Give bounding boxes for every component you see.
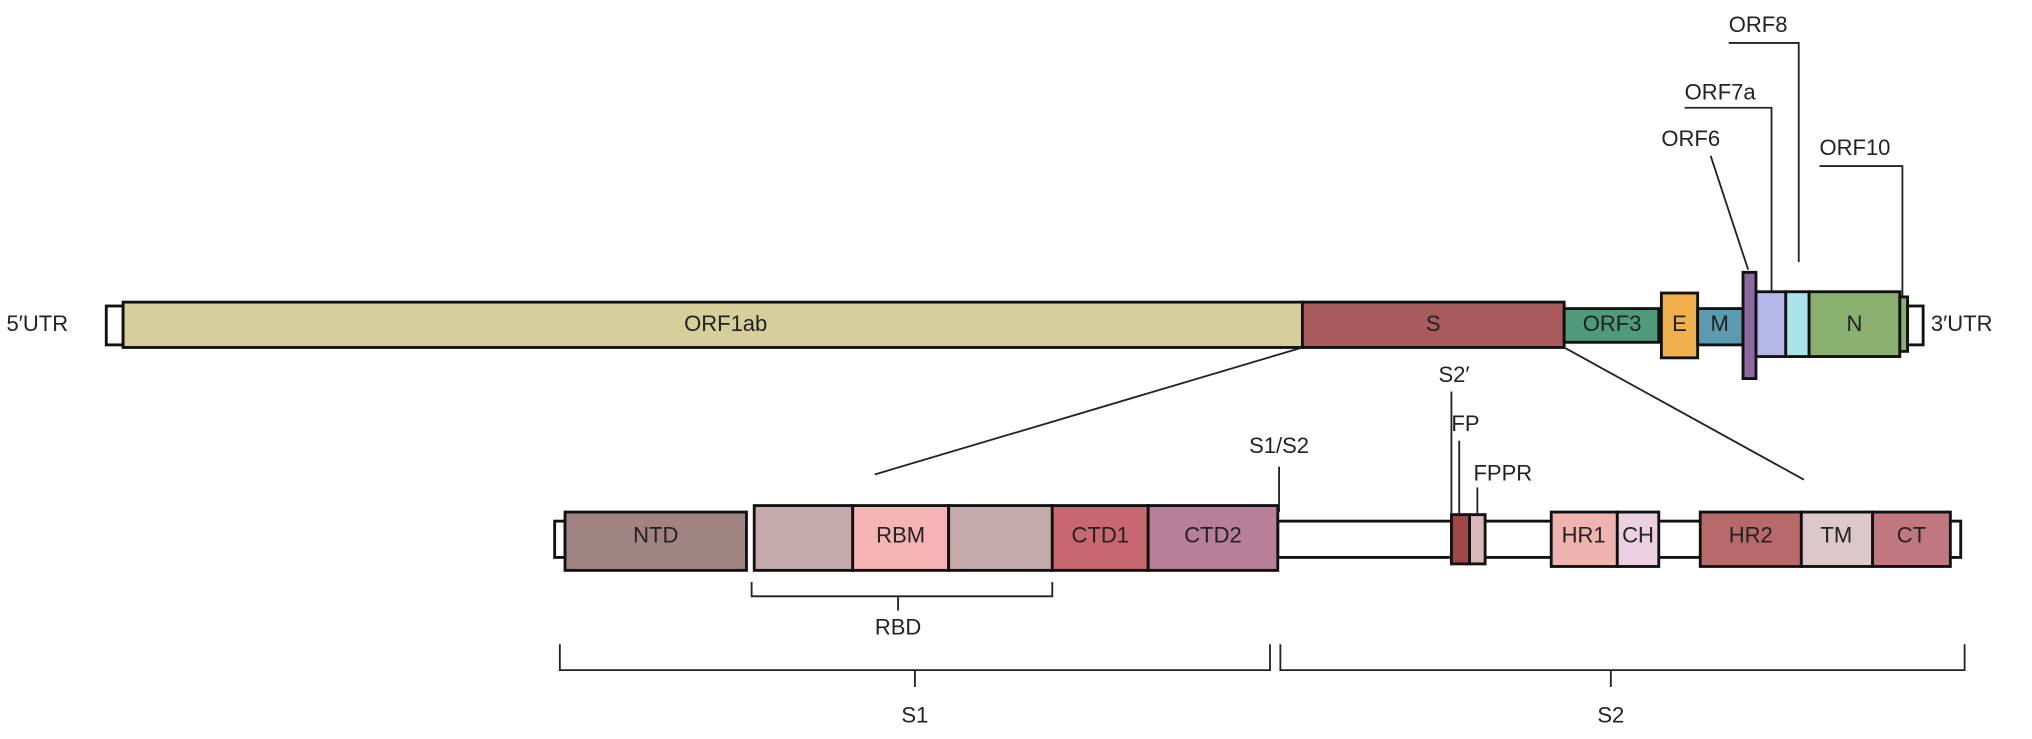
domain-fppr xyxy=(1468,513,1487,566)
domain-ct xyxy=(1871,510,1952,568)
callout-label: ORF7a xyxy=(1685,79,1757,104)
utr-box xyxy=(104,304,125,347)
domain-rbd xyxy=(947,504,1054,572)
zoom-line xyxy=(874,346,1303,476)
domain-label: TM xyxy=(1820,522,1852,547)
callout-label: ORF10 xyxy=(1819,135,1890,160)
domain-ctd1 xyxy=(1050,504,1150,572)
callout-line xyxy=(1819,165,1904,296)
gene-m xyxy=(1696,307,1745,347)
domain-hr2 xyxy=(1698,510,1803,568)
gene-label: ORF1ab xyxy=(684,311,767,336)
gene-orf7a xyxy=(1754,290,1788,358)
gene-n xyxy=(1807,290,1902,358)
spike-end xyxy=(553,519,567,559)
domain-fp xyxy=(1450,513,1471,566)
bracket xyxy=(750,582,1054,598)
zoom-line xyxy=(1563,346,1805,481)
gene-orf6 xyxy=(1741,270,1758,380)
gene-label: S xyxy=(1426,311,1441,336)
gene-s xyxy=(1300,300,1566,349)
callout-line xyxy=(1728,42,1800,262)
gene-label: M xyxy=(1711,311,1729,336)
domain-ctd2 xyxy=(1146,504,1280,572)
gene-label: ORF3 xyxy=(1583,311,1642,336)
site-label: FPPR xyxy=(1473,460,1532,485)
region-label: S2 xyxy=(1597,703,1624,728)
domain-label: CTD2 xyxy=(1184,522,1241,547)
callout-label: ORF6 xyxy=(1661,126,1720,151)
five-utr: 5′UTR xyxy=(6,311,68,336)
gene-label: E xyxy=(1672,311,1687,336)
domain-label: RBM xyxy=(876,522,925,547)
domain-ch xyxy=(1615,510,1661,568)
callout-line xyxy=(1684,106,1773,291)
three-utr: 3′UTR xyxy=(1931,311,1993,336)
site-label: FP xyxy=(1451,411,1479,436)
gene-orf1ab xyxy=(121,300,1304,349)
callout-line xyxy=(1709,155,1750,270)
domain-label: CT xyxy=(1897,522,1926,547)
domain-rbd xyxy=(752,504,855,572)
domain-tm xyxy=(1799,510,1875,568)
domain-label: HR2 xyxy=(1729,522,1773,547)
domain-label: HR1 xyxy=(1562,522,1606,547)
gene-orf3 xyxy=(1562,307,1661,344)
region-label: RBD xyxy=(875,614,921,639)
gene-label: N xyxy=(1847,311,1863,336)
region-label: S1 xyxy=(901,703,928,728)
site-label: S1/S2 xyxy=(1249,433,1309,458)
bracket xyxy=(558,644,1271,672)
site-label: S2′ xyxy=(1438,362,1469,387)
callout-label: ORF8 xyxy=(1729,12,1788,37)
domain-label: CTD1 xyxy=(1071,522,1129,547)
gene-orf8 xyxy=(1784,290,1811,358)
domain-hr1 xyxy=(1549,510,1619,568)
bracket xyxy=(1279,644,1966,672)
domain-label: NTD xyxy=(633,522,678,547)
domain-ntd xyxy=(563,510,748,572)
utr-box xyxy=(1906,304,1925,347)
domain-label: CH xyxy=(1622,522,1654,547)
